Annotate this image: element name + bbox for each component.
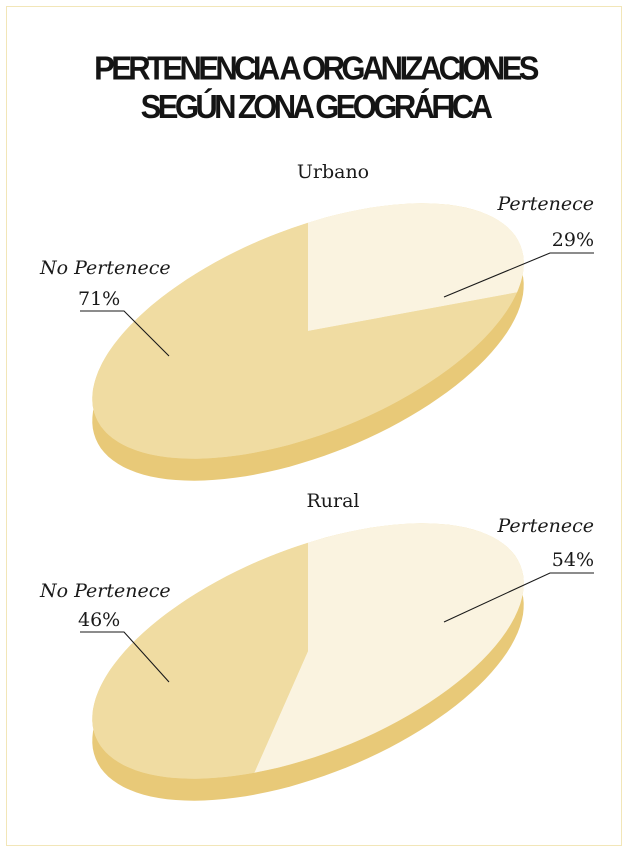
title-line-2: SEGÚN ZONA GEOGRÁFICA — [140, 88, 493, 126]
leader-line — [80, 631, 170, 683]
title-line-1: PERTENENCIA A ORGANIZACIONES — [94, 49, 539, 87]
slice-category-label: No Pertenece — [39, 580, 171, 602]
slice-value-label: 54% — [552, 549, 594, 571]
slice-category-label: No Pertenece — [39, 257, 171, 279]
pie-title: Urbano — [297, 161, 369, 183]
slice-category-label: Pertenece — [496, 193, 594, 215]
slice-pertenece — [308, 203, 524, 331]
slice-no-pertenece — [92, 542, 308, 779]
slice-pertenece — [254, 523, 524, 773]
slice-value-label: 71% — [78, 288, 120, 310]
leader-line — [80, 310, 170, 357]
slice-no-pertenece — [92, 222, 518, 459]
chart-title: PERTENENCIA A ORGANIZACIONES SEGÚN ZONA … — [0, 49, 630, 127]
pie-urbano: Urbano No Pertenece 71% Pertenece 29% — [39, 161, 594, 481]
leader-line — [443, 252, 594, 298]
slice-category-label: Pertenece — [496, 515, 594, 537]
slice-value-label: 29% — [552, 229, 594, 251]
pie-title: Rural — [306, 490, 359, 512]
slice-value-label: 46% — [78, 609, 120, 631]
leader-line — [443, 572, 594, 623]
pie-rural: Rural No Pertenece 46% Pertenece 54% — [39, 490, 594, 801]
